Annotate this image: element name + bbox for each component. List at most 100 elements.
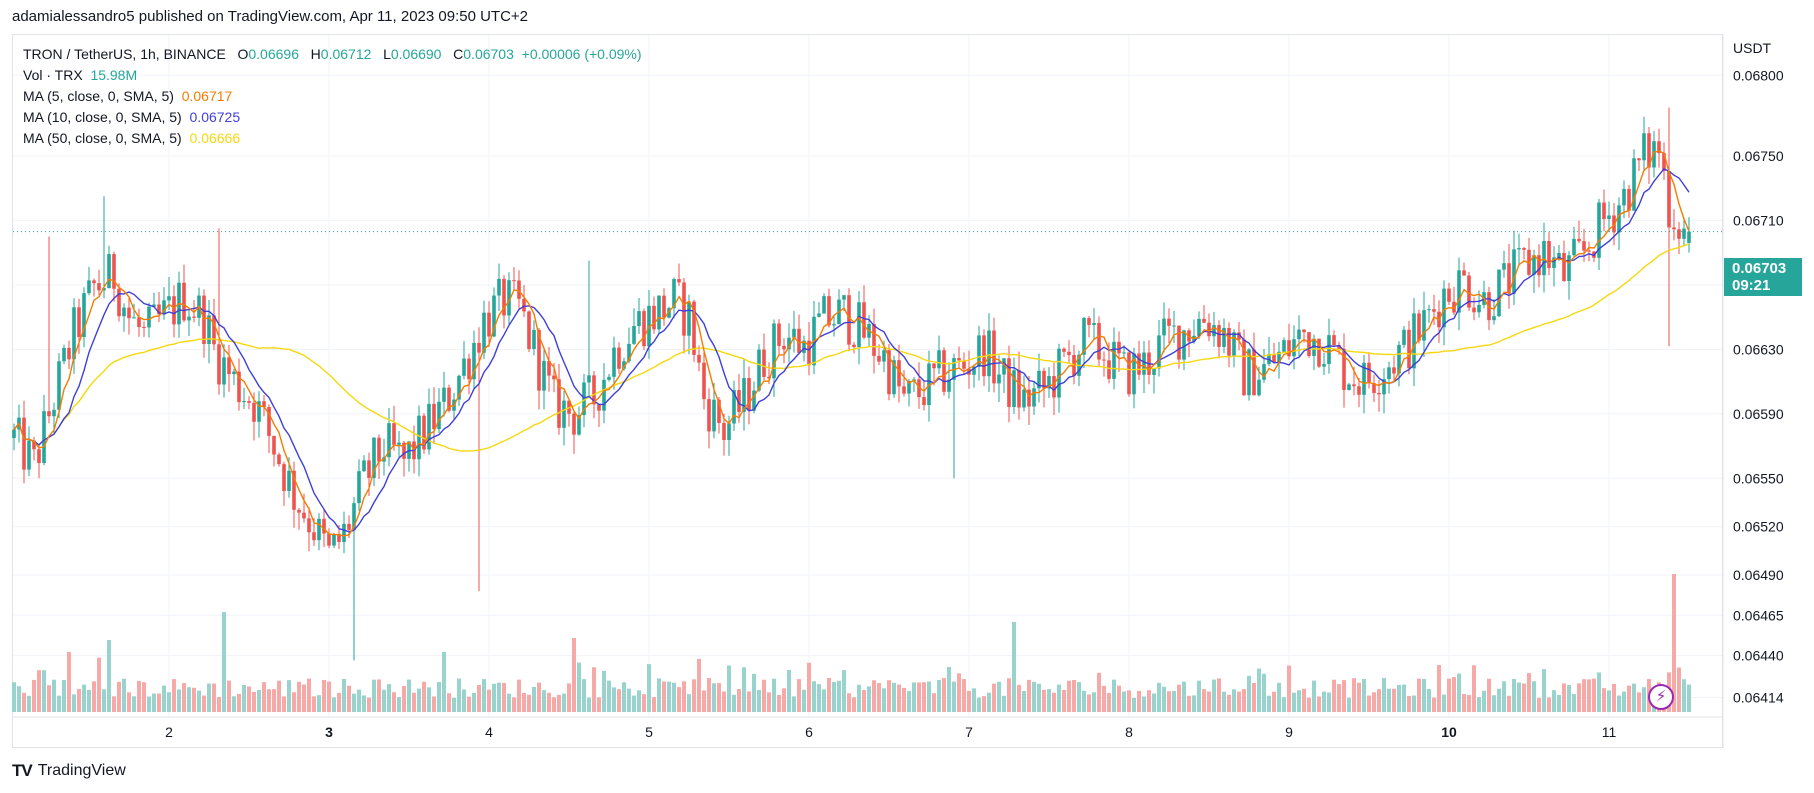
candle-body	[367, 460, 371, 478]
candle-body	[292, 470, 296, 510]
candle-body	[787, 337, 791, 350]
candle-body	[1392, 367, 1396, 374]
volume-bar	[372, 679, 376, 712]
candle-body	[1007, 358, 1011, 408]
candle	[477, 327, 481, 592]
candle	[192, 299, 196, 323]
volume-bar	[1092, 692, 1096, 712]
candle-body	[627, 343, 631, 362]
candle	[257, 391, 261, 438]
volume-bar	[787, 670, 791, 712]
candle-body	[1367, 362, 1371, 384]
volume-bar	[287, 680, 291, 712]
candle-body	[722, 423, 726, 441]
time-axis-tick: 5	[645, 724, 653, 740]
candle	[142, 321, 146, 337]
legend-low-label: L	[383, 46, 391, 62]
candle	[37, 445, 41, 479]
candle-body	[822, 296, 826, 314]
volume-bar	[72, 694, 76, 712]
candle	[162, 287, 166, 320]
candle-body	[592, 375, 596, 405]
volume-bar	[1212, 679, 1216, 712]
legend-symbol-row[interactable]: TRON / TetherUS, 1h, BINANCE O0.06696 H0…	[23, 44, 642, 65]
candle-body	[1562, 252, 1566, 281]
candle-body	[1422, 310, 1426, 341]
candle	[1597, 198, 1601, 270]
volume-bar	[27, 695, 31, 712]
candle-body	[537, 329, 541, 391]
candle-body	[747, 378, 751, 411]
volume-bar	[1047, 689, 1051, 712]
candle-body	[1417, 313, 1421, 341]
volume-bar	[1487, 678, 1491, 712]
candle-body	[427, 403, 431, 450]
candle	[1217, 320, 1221, 359]
legend-ma10-row[interactable]: MA (10, close, 0, SMA, 5) 0.06725	[23, 107, 642, 128]
candle	[1117, 331, 1121, 373]
candle-body	[1382, 379, 1386, 395]
candle	[392, 405, 396, 451]
candle-body	[1182, 330, 1186, 360]
candle-body	[937, 350, 941, 369]
candle-body	[422, 415, 426, 450]
volume-bar	[907, 691, 911, 712]
legend-ma50-row[interactable]: MA (50, close, 0, SMA, 5) 0.06666	[23, 128, 642, 149]
volume-bar	[1352, 678, 1356, 712]
time-axis-tick: 7	[965, 724, 973, 740]
candle-body	[1662, 153, 1666, 172]
volume-bar	[577, 662, 581, 712]
volume-bar	[152, 693, 156, 712]
volume-bar	[1372, 692, 1376, 712]
candle-body	[862, 302, 866, 338]
volume-bar	[1537, 697, 1541, 712]
volume-bar	[1622, 691, 1626, 712]
volume-bar	[1482, 690, 1486, 712]
candle	[1067, 340, 1071, 364]
candle	[1322, 352, 1326, 375]
candle-body	[1157, 335, 1161, 369]
candle-body	[602, 379, 606, 411]
tradingview-brand[interactable]: TV TradingView	[12, 761, 126, 781]
candle-body	[637, 311, 641, 327]
candle	[302, 493, 306, 523]
candle-body	[437, 401, 441, 430]
candle-body	[632, 326, 636, 344]
volume-bar	[1002, 695, 1006, 712]
volume-bar	[1452, 677, 1456, 712]
candle	[82, 287, 86, 348]
volume-bar	[802, 689, 806, 712]
candle	[417, 405, 421, 477]
candle-body	[507, 280, 511, 316]
candle-body	[972, 366, 976, 375]
candle	[1462, 262, 1466, 276]
candle	[1492, 299, 1496, 325]
candle-body	[1342, 348, 1346, 390]
candle-body	[42, 411, 46, 464]
volume-bar	[857, 684, 861, 712]
volume-bar	[1257, 668, 1261, 712]
legend-ma5-row[interactable]: MA (5, close, 0, SMA, 5) 0.06717	[23, 86, 642, 107]
volume-bar	[892, 682, 896, 712]
volume-bar	[567, 683, 571, 712]
lightning-icon[interactable]: ⚡	[1648, 684, 1674, 710]
candle-body	[97, 283, 101, 291]
time-axis-tick: 4	[485, 724, 493, 740]
candle-body	[1287, 340, 1291, 357]
volume-bar	[1407, 695, 1411, 712]
legend-volume-row[interactable]: Vol · TRX 15.98M	[23, 65, 642, 86]
legend-symbol[interactable]: TRON / TetherUS, 1h, BINANCE	[23, 46, 226, 62]
candle-body	[1467, 275, 1471, 308]
candle	[1087, 315, 1091, 338]
candle	[1527, 238, 1531, 277]
candle	[1357, 378, 1361, 408]
candle-body	[1317, 338, 1321, 367]
chart-legend: TRON / TetherUS, 1h, BINANCE O0.06696 H0…	[23, 44, 642, 149]
candle	[952, 353, 956, 479]
volume-bar	[947, 666, 951, 712]
candle-body	[1087, 317, 1091, 325]
candle	[472, 330, 476, 391]
candle	[1112, 327, 1116, 390]
volume-bar	[1472, 665, 1476, 712]
